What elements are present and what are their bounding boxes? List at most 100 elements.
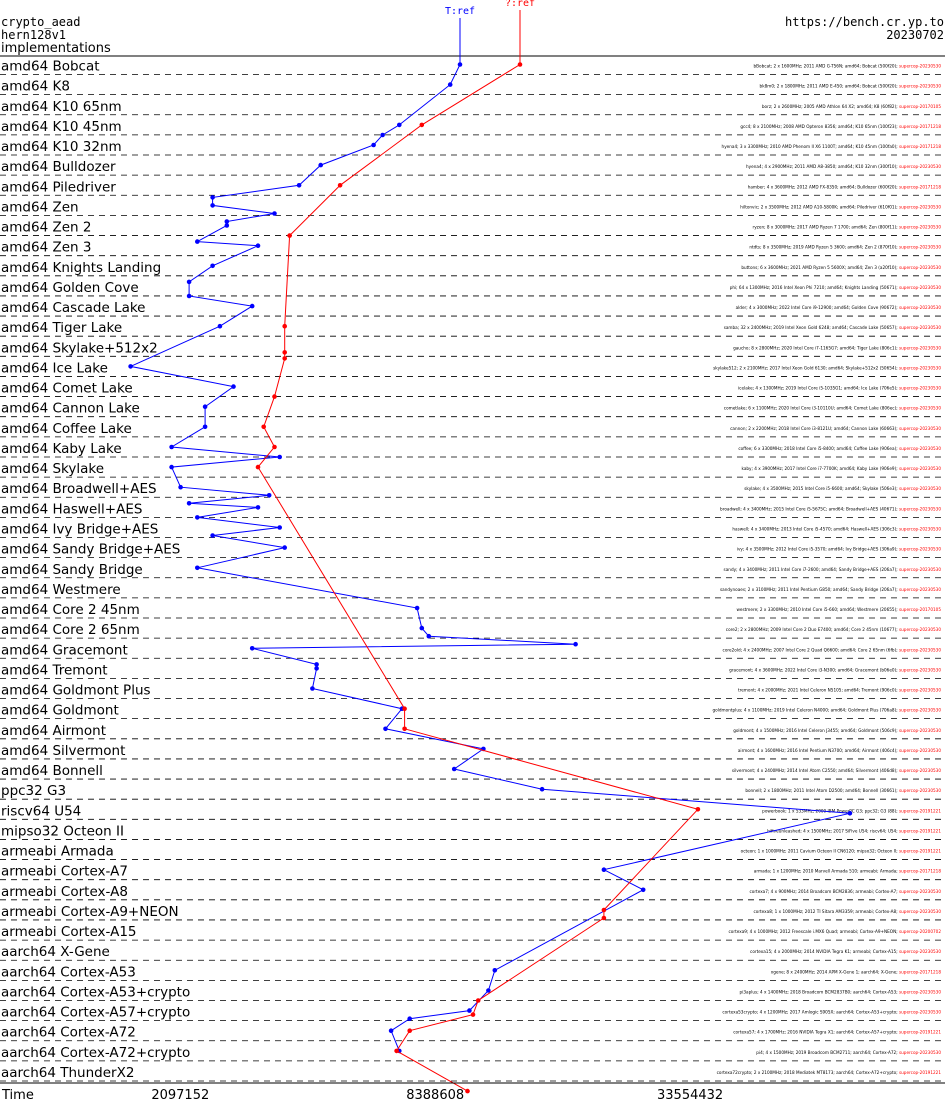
data-point xyxy=(195,565,200,571)
row-note: pi3aplus; 4 x 1400MHz; 2018 Broadcom BCM… xyxy=(740,989,942,994)
row-note: bk8m0; 2 x 1800MHz; 2011 AMD E-450; amd6… xyxy=(760,84,942,89)
row-label: aarch64 Cortex-A72 xyxy=(1,1025,136,1041)
data-point xyxy=(178,484,183,490)
header-line-primitive: hern128v1 xyxy=(1,28,67,42)
data-point xyxy=(210,195,215,200)
row-label: armeabi Cortex-A9+NEON xyxy=(1,904,179,920)
series-layer: T:ref ?:ref xyxy=(128,0,853,1094)
data-point xyxy=(601,915,607,921)
row-note-version: supercop-20191221 xyxy=(899,828,941,833)
data-point xyxy=(261,424,267,430)
row-note: hyena4; 4 x 2900MHz; 2011 AMD A8-3850; a… xyxy=(746,164,941,169)
x-tick-label: 2097152 xyxy=(151,1088,209,1103)
row-note: hiltonvic; 2 x 3500MHz; 2012 AMD A10-580… xyxy=(740,204,941,209)
data-point xyxy=(402,706,407,711)
row-label: amd64 Skylake xyxy=(1,461,104,477)
row-label: amd64 Tiger Lake xyxy=(1,320,122,336)
row-note-version: supercop-20230530 xyxy=(899,728,941,733)
data-point xyxy=(272,211,277,216)
data-point xyxy=(277,454,283,460)
row-note: broadwell; 4 x 3400MHz; 2015 Intel Core … xyxy=(720,506,941,511)
series-label: ?:ref xyxy=(505,0,535,9)
row-note: octeon; 1 x 1000MHz; 2011 Cavium Octeon … xyxy=(741,849,942,854)
row-label: aarch64 X-Gene xyxy=(1,944,110,960)
row-note-version: supercop-20230530 xyxy=(899,204,941,209)
row-label: amd64 Core 2 65nm xyxy=(1,622,140,638)
data-point xyxy=(169,464,174,470)
row-note: kaby; 4 x 3900MHz; 2017 Intel Core i7-77… xyxy=(741,466,941,471)
row-label: amd64 Knights Landing xyxy=(1,260,161,276)
row-label: amd64 Cascade Lake xyxy=(1,300,146,316)
row-label: amd64 Bobcat xyxy=(1,59,100,75)
row-note-version: supercop-20171218 xyxy=(899,869,941,874)
row-note: tremont; 4 x 2000MHz; 2021 Intel Celeron… xyxy=(738,688,941,693)
grid xyxy=(0,55,945,1082)
row-label: amd64 Piledriver xyxy=(1,179,116,195)
row-note: samba; 32 x 2400MHz; 2019 Intel Xeon Gol… xyxy=(724,325,942,330)
row-label: amd64 Comet Lake xyxy=(1,381,133,397)
data-point xyxy=(407,1016,413,1021)
data-point xyxy=(169,444,174,450)
row-note-version: supercop-20230530 xyxy=(899,245,941,250)
row-label: amd64 Ivy Bridge+AES xyxy=(1,521,158,537)
row-label: ppc32 G3 xyxy=(1,783,66,799)
row-label: amd64 Bonnell xyxy=(1,763,103,779)
data-point xyxy=(486,988,491,993)
row-label: amd64 Sandy Bridge+AES xyxy=(1,542,180,558)
data-point xyxy=(388,1028,394,1033)
row-note-version: supercop-20170105 xyxy=(899,104,941,109)
data-point xyxy=(255,505,261,510)
data-point xyxy=(282,350,288,355)
data-point xyxy=(210,263,215,269)
row-note-version: supercop-20230530 xyxy=(899,345,941,350)
row-note: skylake; 4 x 3500MHz; 2015 Intel Core i5… xyxy=(744,486,941,491)
data-point xyxy=(296,183,302,188)
row-note: cortexa7; 4 x 900MHz; 2014 Broadcom BCM2… xyxy=(749,889,941,894)
row-label: amd64 Broadwell+AES xyxy=(1,481,157,497)
x-axis-label: Time xyxy=(1,1088,34,1103)
row-note: buttons; 6 x 3600MHz; 2021 AMD Ryzen 5 5… xyxy=(741,265,941,270)
data-point xyxy=(695,807,701,812)
row-note: sandy; 4 x 3400MHz; 2011 Intel Core i7-2… xyxy=(724,567,942,572)
row-note-version: supercop-20230530 xyxy=(899,285,941,290)
data-point xyxy=(224,219,230,224)
row-note-version: supercop-20230530 xyxy=(899,627,941,632)
row-note: gaucho; 8 x 2800MHz; 2020 Intel Core i7-… xyxy=(733,345,941,350)
data-point xyxy=(407,1028,413,1033)
data-point xyxy=(282,323,288,329)
row-label: amd64 Sandy Bridge xyxy=(1,562,143,578)
row-note: xgene; 8 x 2400MHz; 2014 APM X-Gene 1; a… xyxy=(771,969,942,974)
row-label: aarch64 Cortex-A53 xyxy=(1,964,136,980)
row-label: amd64 Silvermont xyxy=(1,743,125,759)
row-note-version: supercop-20230530 xyxy=(899,84,941,89)
data-point xyxy=(266,493,272,498)
row-label: amd64 Haswell+AES xyxy=(1,501,142,517)
row-label: amd64 Zen xyxy=(1,199,79,215)
row-note-version: supercop-20230530 xyxy=(899,647,941,652)
data-point xyxy=(210,203,215,208)
row-note: armada; 1 x 1200MHz; 2010 Marvell Armada… xyxy=(754,869,942,874)
row-note-version: supercop-20230530 xyxy=(899,365,941,370)
row-note: cannon; 2 x 2200MHz; 2018 Intel Core i3-… xyxy=(730,426,941,431)
row-note: icelake; 4 x 1300MHz; 2019 Intel Core i5… xyxy=(738,386,941,391)
row-note: cortexa53crypto; 4 x 1200MHz; 2017 Amlog… xyxy=(722,1010,941,1015)
row-note: ntdts; 8 x 3500MHz; 2019 AMD Ryzen 5 360… xyxy=(749,245,941,250)
row-note: haswell; 4 x 3400MHz; 2013 Intel Core i5… xyxy=(732,526,941,531)
data-point xyxy=(202,404,208,410)
row-note: cortexa8; 1 x 1000MHz; 2012 TI Sitara AM… xyxy=(753,909,941,914)
row-note-version: supercop-20230530 xyxy=(899,667,941,672)
header-right: https://bench.cr.yp.to 20230702 xyxy=(785,16,944,42)
data-point xyxy=(492,968,498,973)
row-note-version: supercop-20230530 xyxy=(899,225,941,230)
row-note: silvermont; 4 x 2400MHz; 2014 Intel Atom… xyxy=(732,768,941,773)
data-point xyxy=(318,162,324,168)
row-note: pi4; 4 x 1500MHz; 2019 Broadcom BCM2711;… xyxy=(756,1050,941,1055)
row-label: amd64 Goldmont xyxy=(1,703,119,719)
row-label: amd64 Westmere xyxy=(1,582,121,598)
data-point xyxy=(282,545,288,550)
row-note-version: supercop-20171218 xyxy=(899,124,941,129)
row-note-version: supercop-20230530 xyxy=(899,768,941,773)
series-label: T:ref xyxy=(445,6,475,17)
row-note: westmere; 2 x 3300MHz; 2010 Intel Core i… xyxy=(736,607,941,612)
